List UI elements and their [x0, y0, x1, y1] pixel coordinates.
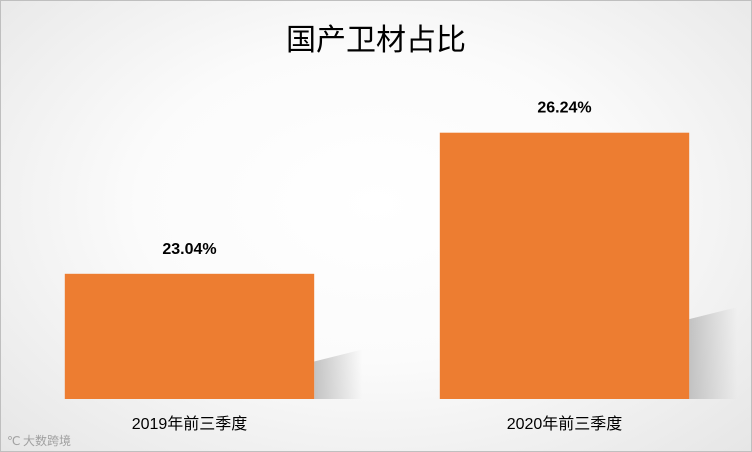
category-label-2: 2020年前三季度	[507, 415, 623, 433]
watermark: ℃ 大数跨境	[7, 433, 71, 448]
bar-shadow	[314, 349, 363, 399]
bars-group	[64, 132, 738, 399]
chart-title: 国产卫材占比	[286, 24, 466, 57]
watermark-text: 大数跨境	[23, 433, 71, 448]
data-labels-group: 23.04% 26.24%	[162, 100, 591, 258]
data-label-2: 26.24%	[537, 100, 591, 117]
category-labels-group: 2019年前三季度 2020年前三季度	[132, 415, 623, 433]
bar-1	[64, 273, 315, 399]
bar-2	[439, 132, 690, 399]
category-label-1: 2019年前三季度	[132, 415, 248, 433]
data-label-1: 23.04%	[162, 241, 216, 258]
bar-shadow	[689, 307, 738, 399]
logo-mark-icon: ℃	[7, 434, 20, 448]
